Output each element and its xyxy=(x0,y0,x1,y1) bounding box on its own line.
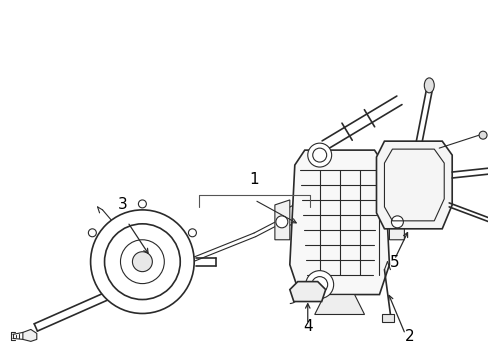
Circle shape xyxy=(307,143,331,167)
Polygon shape xyxy=(382,315,394,323)
Circle shape xyxy=(188,229,196,237)
Polygon shape xyxy=(376,141,451,229)
Polygon shape xyxy=(274,200,289,240)
Circle shape xyxy=(132,252,152,272)
Polygon shape xyxy=(289,150,388,294)
Circle shape xyxy=(88,229,96,237)
Polygon shape xyxy=(23,329,37,341)
Text: 1: 1 xyxy=(249,172,259,187)
Text: 5: 5 xyxy=(389,255,398,270)
Circle shape xyxy=(138,200,146,208)
Polygon shape xyxy=(388,200,404,240)
Ellipse shape xyxy=(424,78,433,93)
Circle shape xyxy=(275,216,287,228)
Polygon shape xyxy=(289,282,325,302)
Text: 4: 4 xyxy=(303,319,312,334)
Circle shape xyxy=(305,271,333,298)
Circle shape xyxy=(390,216,403,228)
Circle shape xyxy=(478,131,486,139)
Text: 3: 3 xyxy=(117,197,127,212)
Text: 2: 2 xyxy=(404,329,413,345)
Polygon shape xyxy=(314,294,364,315)
Circle shape xyxy=(90,210,194,314)
